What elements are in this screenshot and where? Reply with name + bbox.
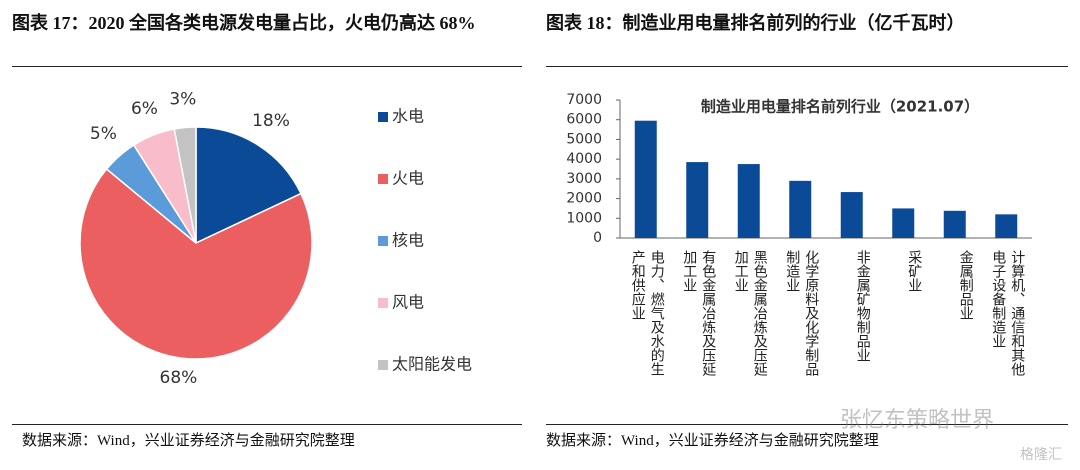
y-tick-label: 7000	[566, 92, 602, 108]
bar	[840, 192, 863, 238]
pie-slice	[195, 126, 302, 245]
bar	[737, 164, 760, 238]
y-tick-label: 5000	[566, 131, 602, 147]
legend-label: 太阳能发电	[392, 355, 472, 374]
x-tick-label: 非金属矿物制品业	[854, 250, 871, 362]
legend-label: 风电	[392, 293, 424, 312]
pie-slice	[173, 126, 197, 244]
legend-label: 水电	[392, 107, 424, 126]
y-tick-label: 4000	[566, 151, 602, 167]
x-tick-label: 金属制品业	[957, 250, 974, 320]
legend-swatch	[378, 236, 388, 246]
y-tick-label: 0	[593, 230, 602, 246]
x-tick-label: 黑色金属冶炼及压延加工业	[732, 250, 768, 376]
y-tick-label: 3000	[566, 171, 602, 187]
pie-slice	[79, 168, 313, 360]
rule	[12, 424, 522, 425]
x-tick-label: 化学原料及化学制品制造业	[784, 250, 820, 376]
rule	[546, 424, 1068, 425]
x-tick-label: 电力、燃气及水的生产和供应业	[629, 250, 665, 376]
rule	[546, 66, 1068, 67]
chart-title: 制造业用电量排名前列行业（2021.07）	[701, 98, 979, 116]
legend-swatch	[378, 360, 388, 370]
y-tick-label: 1000	[566, 210, 602, 226]
watermark: 格隆汇	[1020, 447, 1062, 463]
bar	[892, 208, 915, 238]
data-label: 3%	[169, 90, 196, 110]
source: 数据来源：Wind，兴业证券经济与金融研究院整理	[22, 433, 355, 449]
y-tick-label: 2000	[566, 191, 602, 207]
legend-label: 火电	[392, 169, 424, 188]
x-tick-label: 有色金属冶炼及压延加工业	[681, 250, 717, 376]
data-label: 6%	[131, 99, 158, 119]
bar	[634, 120, 657, 238]
bar	[789, 180, 812, 238]
source: 数据来源：Wind，兴业证券经济与金融研究院整理	[546, 433, 879, 449]
caption: 图表 17：2020 全国各类电源发电量占比，火电仍高达 68%	[12, 13, 476, 33]
bar	[995, 214, 1018, 238]
watermark: 张忆东策略世界	[840, 408, 995, 433]
bar	[686, 162, 709, 238]
bar	[943, 210, 966, 238]
data-label: 5%	[90, 124, 117, 144]
caption: 图表 18：制造业用电量排名前列的行业（亿千瓦时）	[546, 13, 965, 33]
legend-swatch	[378, 298, 388, 308]
data-label: 68%	[160, 368, 198, 388]
x-tick-label: 计算机、通信和其他电子设备制造业	[990, 250, 1026, 376]
x-tick-label: 采矿业	[906, 250, 923, 292]
legend-swatch	[378, 112, 388, 122]
legend-swatch	[378, 174, 388, 184]
rule	[12, 66, 522, 67]
data-label: 18%	[252, 111, 290, 131]
legend-label: 核电	[392, 231, 424, 250]
y-tick-label: 6000	[566, 112, 602, 128]
